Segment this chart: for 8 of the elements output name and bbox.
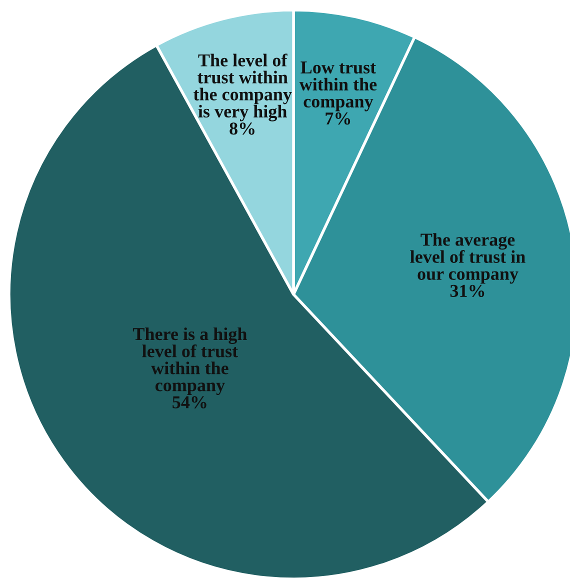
- slice-label: The level of trust within the company is very high: [193, 54, 292, 122]
- slice-label: Low trust within the company: [299, 62, 377, 112]
- data-label: 31%: [450, 284, 484, 298]
- data-label: 7%: [326, 112, 350, 125]
- slice-label: There is a high level of trust within the company: [132, 327, 247, 396]
- data-label: 54%: [172, 396, 206, 408]
- slice-label: The average level of trust in our company: [410, 233, 526, 284]
- data-label: 8%: [230, 122, 254, 135]
